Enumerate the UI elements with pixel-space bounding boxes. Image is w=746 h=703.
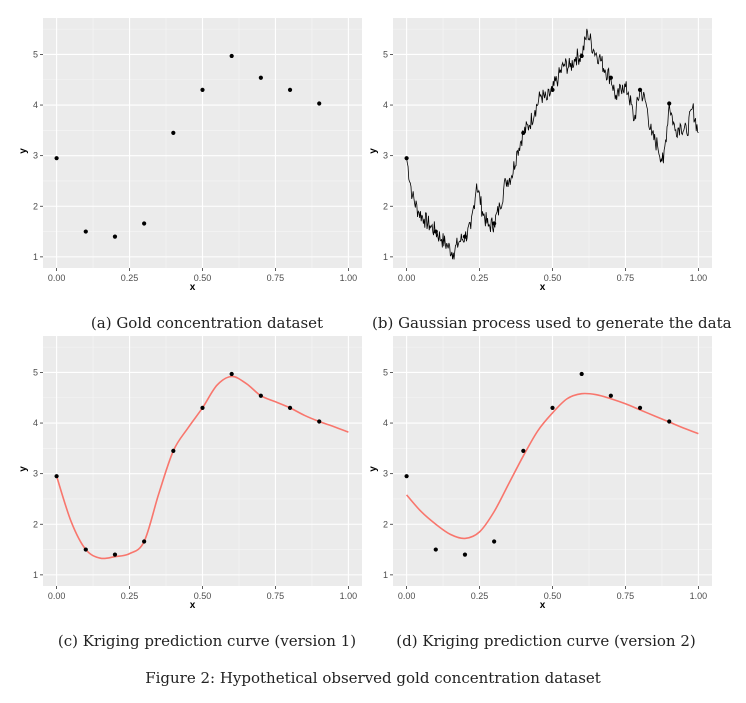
data-point <box>579 53 584 59</box>
y-tick-label: 1 <box>33 252 38 262</box>
data-point <box>608 75 613 80</box>
x-tick-label: 1.00 <box>690 273 708 283</box>
x-tick-label: 0.50 <box>194 273 212 283</box>
x-tick-label: 0.75 <box>617 591 635 601</box>
x-tick-label: 1.00 <box>340 273 358 283</box>
data-point <box>142 539 147 544</box>
y-tick-label: 3 <box>33 469 38 479</box>
data-point <box>229 371 234 377</box>
data-point <box>200 405 205 410</box>
x-tick-label: 0.00 <box>398 591 416 601</box>
y-tick-label: 1 <box>383 252 388 262</box>
caption-c: (c) Kriging prediction curve (version 1) <box>57 632 357 650</box>
x-tick-label: 0.75 <box>267 591 285 601</box>
x-axis-title: x <box>540 282 546 293</box>
data-point <box>404 474 409 479</box>
data-point <box>287 405 293 410</box>
caption-d: (d) Kriging prediction curve (version 2) <box>396 632 696 650</box>
data-point <box>229 53 234 59</box>
caption-a: (a) Gold concentration dataset <box>90 314 324 332</box>
data-point <box>492 221 497 226</box>
y-tick-label: 3 <box>383 151 388 161</box>
x-tick-label: 0.00 <box>48 591 66 601</box>
x-tick-label: 0.25 <box>471 273 489 283</box>
data-point <box>550 405 555 410</box>
data-point <box>521 448 526 453</box>
x-tick-label: 1.00 <box>690 591 708 601</box>
data-point <box>317 419 322 424</box>
y-tick-label: 5 <box>383 367 388 377</box>
data-point <box>258 75 263 80</box>
x-tick-label: 0.50 <box>194 591 212 601</box>
data-point <box>112 234 118 239</box>
chart-c: 0.00 0.25 0.50 0.75 1.00 1 2 3 4 5 x y <box>18 336 362 611</box>
data-point <box>492 539 497 544</box>
x-tick-label: 0.00 <box>48 273 66 283</box>
data-point <box>404 156 409 161</box>
data-point <box>608 393 613 398</box>
y-tick-label: 4 <box>33 100 38 110</box>
x-tick-label: 0.50 <box>544 273 562 283</box>
y-tick-label: 5 <box>383 49 388 59</box>
data-point <box>667 419 672 424</box>
y-tick-label: 1 <box>383 570 388 580</box>
data-point <box>171 130 176 135</box>
data-point <box>667 101 672 106</box>
y-tick-label: 1 <box>33 570 38 580</box>
chart-a: 0.00 0.25 0.50 0.75 1.00 1 2 3 4 5 x y <box>18 18 362 293</box>
y-axis-title: y <box>18 148 29 154</box>
y-tick-label: 5 <box>33 367 38 377</box>
x-tick-label: 0.25 <box>121 273 139 283</box>
data-point <box>317 101 322 106</box>
x-axis-title: x <box>190 600 196 611</box>
figure-caption: Figure 2: Hypothetical observed gold con… <box>145 669 601 687</box>
y-tick-label: 3 <box>33 151 38 161</box>
y-tick-label: 4 <box>383 100 388 110</box>
data-point <box>462 234 468 239</box>
y-tick-label: 2 <box>383 201 388 211</box>
x-tick-label: 0.25 <box>121 591 139 601</box>
x-axis-title: x <box>190 282 196 293</box>
y-axis-title: y <box>368 148 379 154</box>
y-axis-title: y <box>18 466 29 472</box>
chart-b: 0.00 0.25 0.50 0.75 1.00 1 2 3 4 5 x y <box>368 18 712 293</box>
x-tick-label: 1.00 <box>340 591 358 601</box>
data-point <box>287 87 293 92</box>
data-point <box>54 156 59 161</box>
y-tick-label: 2 <box>33 519 38 529</box>
data-point <box>258 393 263 398</box>
x-tick-label: 0.75 <box>617 273 635 283</box>
data-point <box>462 552 468 557</box>
data-point <box>637 87 643 92</box>
data-point <box>83 229 88 234</box>
y-axis-title: y <box>368 466 379 472</box>
chart-d: 0.00 0.25 0.50 0.75 1.00 1 2 3 4 5 x y <box>368 336 712 611</box>
data-point <box>521 130 526 135</box>
data-point <box>142 221 147 226</box>
data-point <box>637 405 643 410</box>
caption-b: (b) Gaussian process used to generate th… <box>372 314 732 332</box>
data-point <box>433 547 438 552</box>
y-tick-label: 4 <box>33 418 38 428</box>
kriging-curve <box>405 392 699 540</box>
data-point <box>83 547 88 552</box>
y-tick-label: 2 <box>33 201 38 211</box>
data-point <box>433 229 438 234</box>
y-tick-label: 5 <box>33 49 38 59</box>
data-point <box>550 87 555 92</box>
data-point <box>579 371 584 377</box>
data-point <box>54 474 59 479</box>
data-point <box>171 448 176 453</box>
x-axis-title: x <box>540 600 546 611</box>
x-tick-label: 0.75 <box>267 273 285 283</box>
y-tick-label: 4 <box>383 418 388 428</box>
x-tick-label: 0.00 <box>398 273 416 283</box>
x-tick-label: 0.50 <box>544 591 562 601</box>
x-tick-label: 0.25 <box>471 591 489 601</box>
y-tick-label: 2 <box>383 519 388 529</box>
data-point <box>200 87 205 92</box>
data-point <box>112 552 118 557</box>
y-tick-label: 3 <box>383 469 388 479</box>
